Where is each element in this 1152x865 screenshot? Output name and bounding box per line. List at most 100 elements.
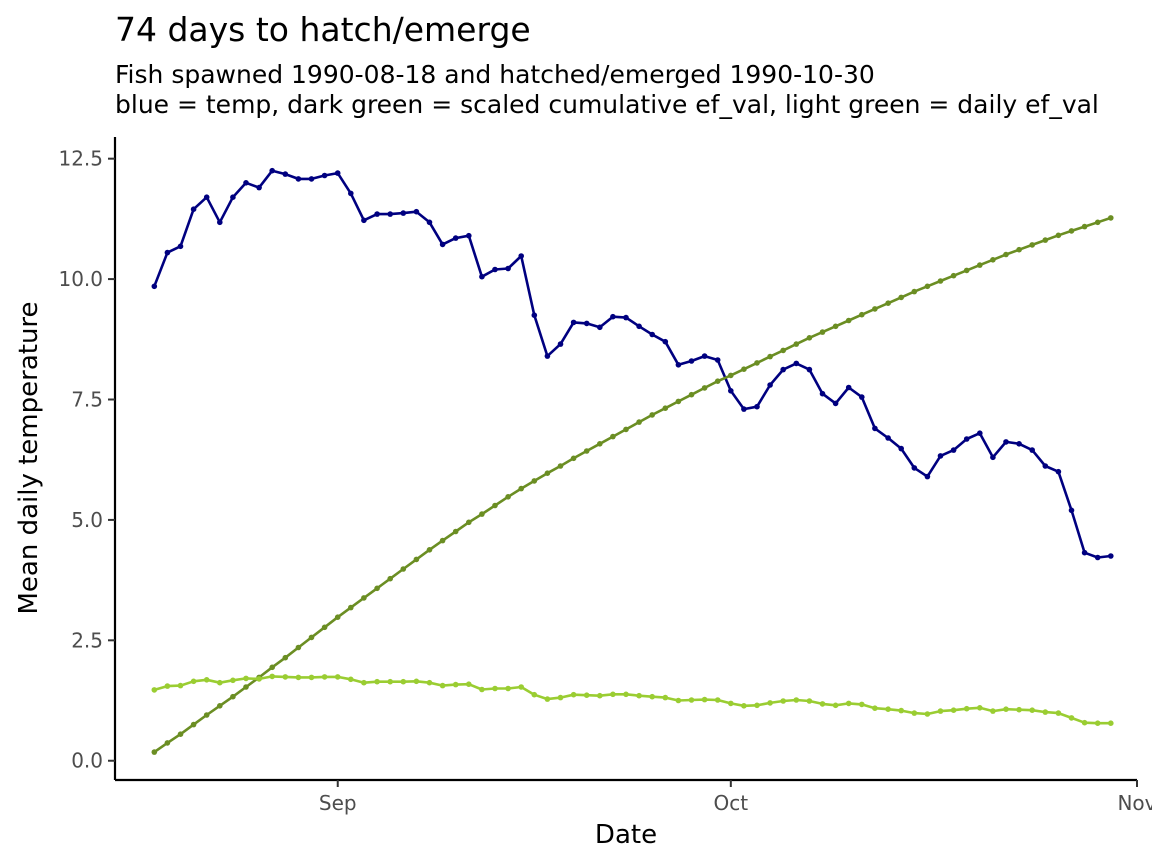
data-point	[1029, 242, 1035, 248]
x-tick-label-0: Sep	[319, 791, 357, 815]
data-point	[334, 170, 341, 176]
data-point	[269, 664, 276, 671]
data-point	[557, 463, 564, 469]
data-point	[164, 683, 171, 689]
data-point	[924, 283, 931, 290]
data-point	[662, 694, 669, 701]
data-point	[911, 288, 918, 295]
data-point	[1068, 507, 1075, 514]
data-point	[701, 385, 708, 391]
data-point	[1081, 719, 1088, 726]
data-point	[1055, 232, 1062, 239]
data-point	[793, 697, 800, 703]
data-point	[321, 624, 328, 631]
y-tick-label-3: 7.5	[71, 387, 103, 411]
data-point	[754, 702, 760, 709]
data-point	[1081, 549, 1088, 556]
data-point	[151, 687, 158, 693]
data-point	[466, 519, 472, 526]
data-point	[452, 681, 459, 688]
series-1	[151, 215, 1114, 755]
data-point	[714, 697, 721, 703]
data-point	[990, 454, 996, 461]
data-point	[714, 378, 721, 385]
data-point	[505, 685, 511, 692]
data-point	[334, 614, 341, 620]
data-point	[623, 314, 629, 321]
y-tick-label-2: 5.0	[71, 508, 103, 532]
data-point	[1108, 720, 1114, 726]
data-point	[439, 537, 446, 544]
data-point	[151, 283, 158, 290]
data-point	[518, 684, 524, 690]
data-point	[1108, 215, 1114, 221]
data-point	[780, 347, 786, 354]
data-point	[518, 485, 524, 492]
y-tick-label-5: 12.5	[58, 147, 103, 171]
data-point	[859, 311, 865, 318]
data-point	[662, 405, 669, 412]
data-point	[400, 678, 407, 685]
data-point	[885, 706, 891, 712]
data-point	[898, 294, 904, 301]
data-point	[597, 441, 603, 447]
data-point	[1003, 251, 1009, 258]
data-point	[269, 167, 276, 174]
data-point	[361, 595, 367, 601]
data-point	[819, 390, 826, 397]
data-point	[321, 172, 328, 179]
data-point	[374, 678, 380, 685]
data-point	[649, 693, 655, 700]
data-point	[217, 679, 223, 686]
data-point	[675, 697, 682, 704]
data-point	[754, 403, 760, 410]
data-point	[675, 362, 682, 368]
data-point	[374, 211, 380, 217]
data-point	[190, 206, 197, 212]
data-point	[361, 217, 367, 224]
data-point	[321, 674, 328, 680]
data-point	[492, 266, 498, 273]
data-point	[806, 366, 813, 373]
data-point	[243, 675, 249, 682]
data-point	[374, 585, 380, 592]
data-point	[439, 682, 446, 689]
data-point	[767, 353, 773, 360]
data-point	[662, 338, 669, 345]
data-point	[295, 176, 302, 182]
y-axis-ticks: 0.0 2.5 5.0 7.5 10.0 12.5	[58, 147, 115, 773]
data-point	[544, 696, 551, 702]
data-point	[806, 698, 813, 704]
data-point	[597, 324, 603, 331]
data-point	[190, 678, 197, 685]
data-point	[544, 353, 551, 359]
data-point	[531, 312, 538, 319]
data-point	[623, 426, 629, 433]
data-point	[714, 357, 721, 363]
data-point	[282, 674, 289, 680]
data-point	[819, 329, 826, 335]
data-point	[636, 419, 642, 425]
data-point	[767, 700, 773, 706]
data-point	[151, 749, 158, 755]
data-point	[1108, 553, 1114, 559]
data-point	[1016, 441, 1022, 447]
data-point	[597, 692, 603, 699]
data-point	[806, 335, 813, 341]
data-point	[295, 644, 302, 651]
data-point	[282, 171, 289, 177]
data-point	[177, 731, 184, 737]
data-point	[741, 703, 747, 709]
data-point	[570, 691, 577, 698]
data-point	[977, 705, 983, 711]
y-axis-title: Mean daily temperature	[14, 301, 44, 614]
data-point	[164, 740, 171, 746]
data-point	[963, 436, 970, 442]
data-point	[1094, 554, 1101, 561]
x-tick-label-1: Oct	[714, 791, 749, 815]
data-point	[217, 703, 223, 709]
data-point	[413, 678, 420, 685]
data-point	[295, 674, 302, 681]
data-point	[859, 394, 865, 400]
